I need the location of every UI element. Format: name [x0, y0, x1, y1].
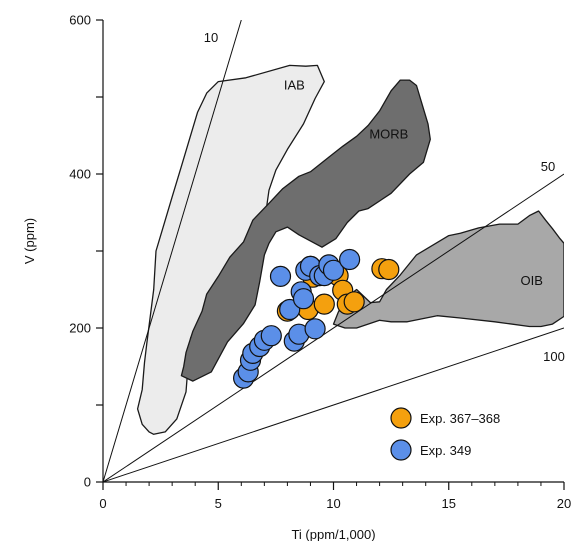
- legend-label-exp-349: Exp. 349: [420, 443, 471, 458]
- ratio-line-100: [103, 327, 564, 482]
- field-morb: [180, 79, 431, 382]
- x-tick-label: 0: [99, 496, 106, 511]
- ratio-line-50: [103, 173, 564, 482]
- point-exp-367-368: [378, 258, 400, 281]
- point-exp-349: [269, 265, 292, 287]
- y-tick-label: 200: [69, 321, 91, 336]
- x-axis-title: Ti (ppm/1,000): [291, 527, 375, 541]
- legend-label-exp-367-368: Exp. 367–368: [420, 411, 500, 426]
- point-exp-367-368: [343, 291, 365, 313]
- x-tick-label: 20: [557, 496, 571, 511]
- axes: 0 200 400 600 0 5 10 15 20 Ti (ppm/1,000) V (ppm): [22, 13, 571, 541]
- field-iab: [136, 64, 325, 435]
- point-exp-349: [322, 259, 345, 281]
- y-tick-label: 600: [69, 13, 91, 28]
- tectonic-field-polygons: [136, 64, 564, 435]
- ratio-label-100: 100: [543, 349, 565, 364]
- y-tick-label: 400: [69, 167, 91, 182]
- point-exp-349: [260, 325, 282, 347]
- x-tick-label: 10: [326, 496, 340, 511]
- ti-v-ratio-lines: [103, 20, 564, 482]
- x-tick-label: 5: [215, 496, 222, 511]
- legend-marker-exp-349: [390, 439, 412, 461]
- sample-points: [233, 248, 400, 389]
- x-tick-label: 15: [442, 496, 456, 511]
- ratio-label-10: 10: [204, 30, 218, 45]
- ratio-line-10: [103, 20, 242, 482]
- point-exp-367-368: [313, 293, 335, 315]
- field-label-morb: MORB: [369, 127, 408, 142]
- point-exp-349: [339, 248, 361, 271]
- field-label-iab: IAB: [284, 77, 305, 92]
- legend: Exp. 367–368 Exp. 349: [390, 407, 500, 461]
- y-tick-label: 0: [84, 475, 91, 490]
- field-oib: [332, 210, 564, 329]
- field-label-oib: OIB: [521, 273, 543, 288]
- ratio-label-50: 50: [541, 159, 555, 174]
- legend-marker-exp-367-368: [390, 407, 412, 429]
- point-exp-349: [304, 318, 326, 340]
- y-axis-title: V (ppm): [22, 218, 37, 264]
- point-exp-349: [292, 288, 315, 310]
